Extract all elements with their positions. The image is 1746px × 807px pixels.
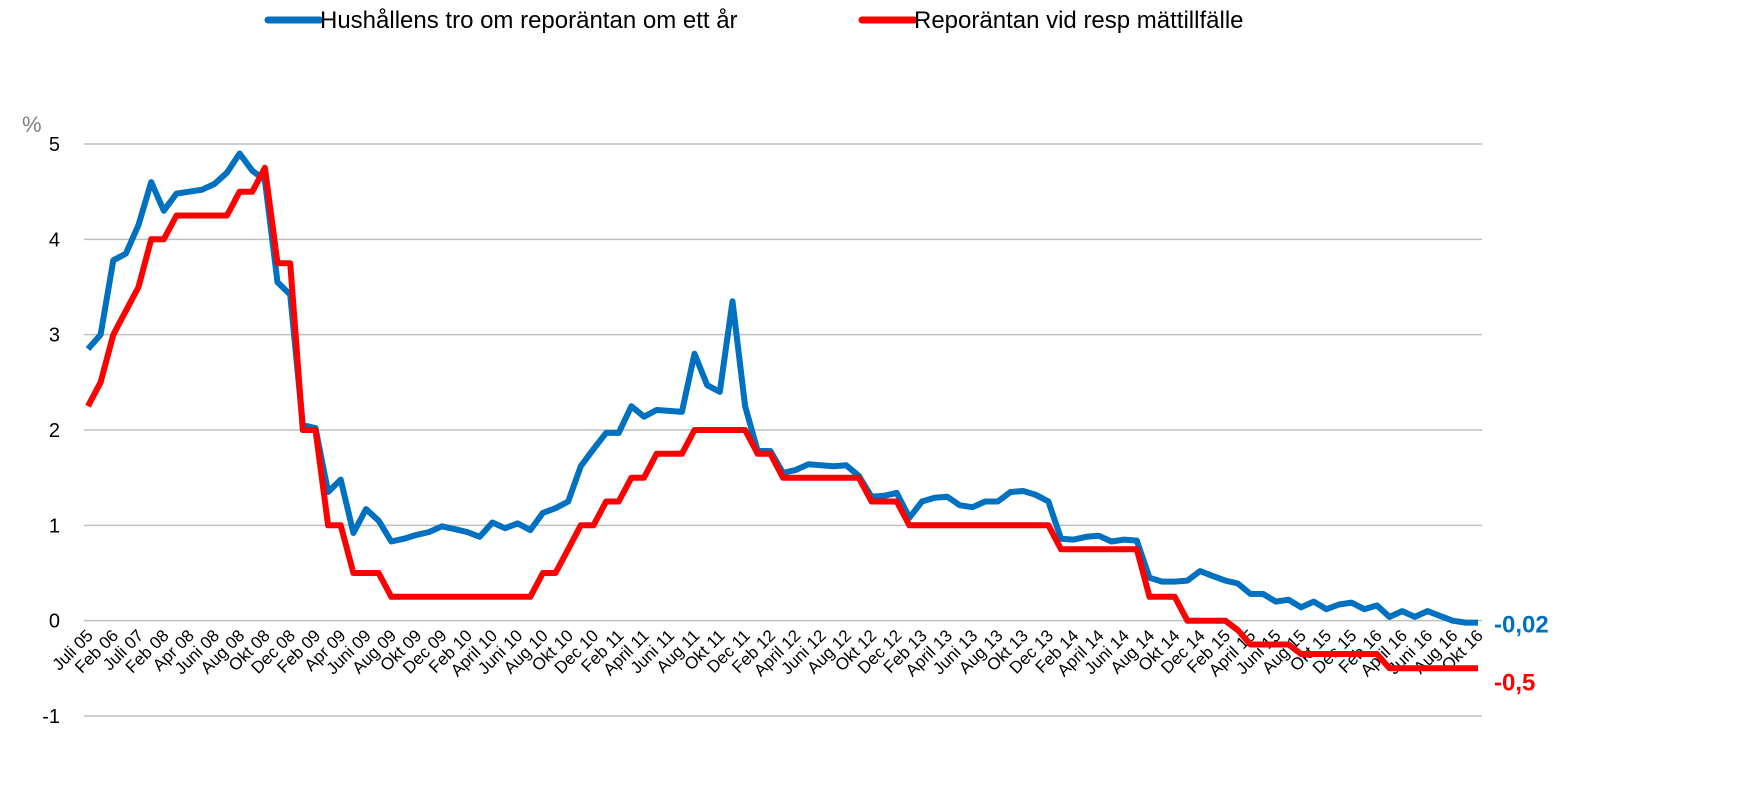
y-unit: % — [22, 112, 42, 137]
legend-label: Reporäntan vid resp mättillfälle — [914, 7, 1244, 34]
y-tick-label: 2 — [49, 420, 60, 442]
data-label: -0,02 — [1494, 612, 1549, 639]
y-tick-label: 5 — [49, 134, 60, 156]
y-tick-label: 0 — [49, 611, 60, 633]
legend-label: Hushållens tro om reporäntan om ett år — [320, 7, 738, 34]
y-tick-label: 1 — [49, 515, 60, 537]
y-tick-label: 3 — [49, 325, 60, 347]
data-line — [85, 150, 1478, 626]
data-line — [85, 164, 1478, 672]
y-tick-label: 4 — [49, 229, 60, 251]
data-label: -0,5 — [1494, 669, 1535, 696]
y-tick-label: -1 — [42, 706, 60, 728]
